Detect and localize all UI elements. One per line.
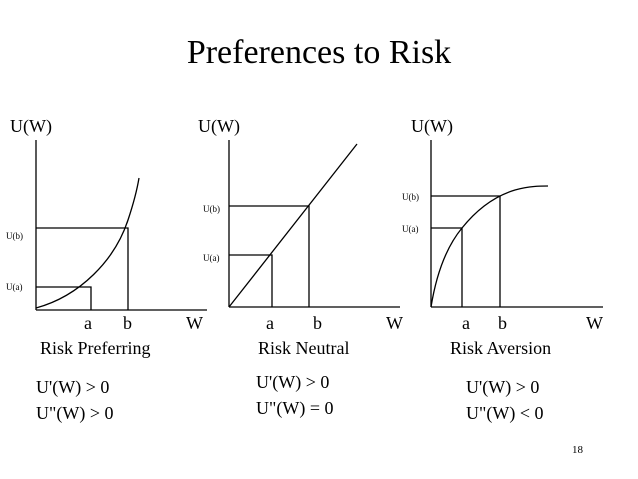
panel1-cond-first-derivative: U'(W) > 0 [36,377,110,397]
panel3-utility-curve [430,185,549,308]
panel2-ub-label: U(b) [203,204,220,214]
panel2-x-label: W [386,313,403,333]
panel2-cond-second-derivative: U"(W) = 0 [256,398,334,418]
panel3-ub-label: U(b) [402,192,419,202]
panel2-utility-line [228,143,358,308]
panel1-ua-label: U(a) [6,282,23,292]
panel2-guide-b [229,205,310,307]
panel1-caption: Risk Preferring [40,338,151,358]
panel3-ua-label: U(a) [402,224,419,234]
panel1-guide-b [36,227,129,310]
panel2-tick-b: b [313,313,322,333]
panel3-guide-b [431,195,501,307]
panel1-tick-b: b [123,313,132,333]
panel2-caption: Risk Neutral [258,338,350,358]
panel3-caption: Risk Aversion [450,338,552,358]
panel1-cond-second-derivative: U"(W) > 0 [36,403,114,423]
panel3-x-label: W [586,313,603,333]
panel3-tick-b: b [498,313,507,333]
panel3-cond-second-derivative: U"(W) < 0 [466,403,544,423]
panel3-tick-a: a [462,313,470,333]
panel1-ub-label: U(b) [6,231,23,241]
panel2-tick-a: a [266,313,274,333]
panel1-utility-curve [35,177,140,309]
panel1-y-label: U(W) [10,116,52,136]
panel2-ua-label: U(a) [203,253,220,263]
panel2-y-label: U(W) [198,116,240,136]
panel2-guide-a [229,254,273,307]
panel3-guide-a [431,227,463,307]
panel3-cond-first-derivative: U'(W) > 0 [466,377,540,397]
panel3-y-label: U(W) [411,116,453,136]
panel2-cond-first-derivative: U'(W) > 0 [256,372,330,392]
panel1-x-label: W [186,313,203,333]
page-number: 18 [572,444,583,456]
panel1-guide-a [36,286,92,310]
slide-title: Preferences to Risk [186,34,452,71]
panel1-tick-a: a [84,313,92,333]
